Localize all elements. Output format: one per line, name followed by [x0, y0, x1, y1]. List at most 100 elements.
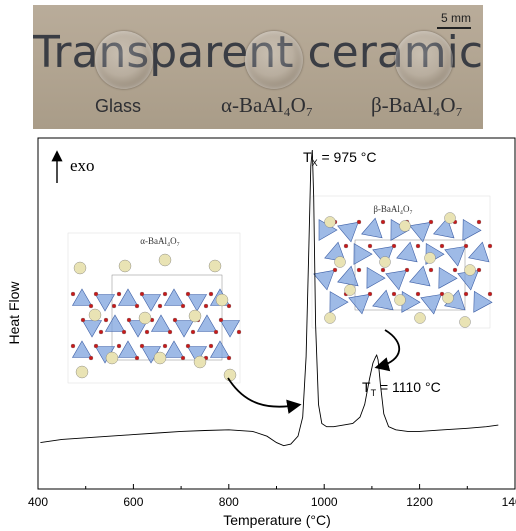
alpha-oxygen-atom: [93, 291, 99, 297]
beta-pointer-arrow-icon: [374, 329, 401, 372]
beta-barium-atom: [394, 294, 406, 306]
beta-structure-title: β-BaAl₄O₇: [373, 204, 412, 214]
alpha-oxygen-atom: [236, 329, 242, 335]
beta-polyhedron: [409, 222, 431, 243]
beta-oxygen-atom: [332, 267, 338, 273]
alpha-oxygen-atom: [139, 291, 145, 297]
beta-oxygen-atom: [380, 219, 386, 225]
exo-label: exo: [70, 156, 95, 175]
beta-polyhedron: [420, 294, 442, 315]
alpha-oxygen-atom: [162, 343, 168, 349]
beta-barium-atom: [399, 220, 411, 232]
alpha-polyhedron: [186, 346, 208, 364]
alpha-polyhedron: [186, 294, 208, 312]
alpha-polyhedron: [117, 288, 139, 306]
beta-polyhedron: [468, 241, 490, 263]
beta-barium-atom: [464, 264, 476, 276]
beta-oxygen-atom: [428, 267, 434, 273]
beta-polyhedron: [353, 243, 373, 265]
beta-polyhedron: [444, 246, 466, 267]
beta-polyhedron: [348, 294, 370, 315]
beta-oxygen-atom: [476, 267, 482, 273]
series-line-heat-flow: [40, 149, 499, 447]
x-axis: 400 600 800 1000 1200 1400: [28, 484, 516, 509]
alpha-barium-atom: [208, 259, 222, 273]
beta-polyhedron: [409, 265, 431, 287]
x-tick-label-800: 800: [219, 495, 239, 509]
alpha-oxygen-atom: [93, 343, 99, 349]
alpha-polyhedron: [81, 320, 103, 338]
alpha-oxygen-atom: [134, 303, 140, 309]
alpha-polyhedron: [94, 294, 116, 312]
beta-oxygen-atom: [356, 219, 362, 225]
alpha-unit-cell: [111, 274, 223, 361]
alpha-sample-disc: [245, 31, 303, 89]
beta-oxygen-atom: [476, 219, 482, 225]
beta-polyhedron: [385, 270, 407, 291]
sample-label-beta: β-BaAl₄O₇: [371, 93, 463, 117]
alpha-barium-atom: [105, 351, 119, 365]
alpha-oxygen-atom: [185, 291, 191, 297]
beta-oxygen-atom: [428, 219, 434, 225]
beta-polyhedron: [438, 266, 458, 289]
beta-barium-atom: [444, 212, 456, 224]
alpha-polyhedron: [71, 288, 93, 306]
x-tick-label-1000: 1000: [311, 495, 338, 509]
beta-oxygen-atom: [439, 243, 445, 249]
alpha-barium-atom: [73, 261, 87, 275]
beta-polyhedron: [329, 291, 349, 313]
beta-oxygen-atom: [367, 291, 373, 297]
alpha-oxygen-atom: [70, 291, 76, 297]
alpha-oxygen-atom: [167, 329, 173, 335]
alpha-polyhedron: [117, 340, 139, 358]
beta-oxygen-atom: [463, 243, 469, 249]
beta-oxygen-atom: [367, 243, 373, 249]
x-tick-label-1400: 1400: [502, 495, 516, 509]
alpha-polyhedron: [150, 314, 172, 332]
beta-oxygen-atom: [343, 243, 349, 249]
alpha-barium-atom: [75, 365, 89, 379]
alpha-structure-title: α-BaAl₄O₇: [140, 236, 180, 246]
alpha-polyhedron: [127, 320, 149, 338]
beta-polyhedron: [462, 218, 482, 241]
alpha-oxygen-atom: [98, 329, 104, 335]
alpha-oxygen-atom: [88, 355, 94, 361]
alpha-polyhedron: [209, 340, 231, 358]
alpha-oxygen-atom: [218, 317, 224, 323]
alpha-oxygen-atom: [172, 317, 178, 323]
beta-oxygen-atom: [487, 291, 493, 297]
beta-barium-atom: [334, 256, 346, 268]
alpha-polyhedron: [104, 314, 126, 332]
beta-polyhedron: [313, 269, 335, 291]
alpha-oxygen-atom: [180, 303, 186, 309]
beta-oxygen-atom: [463, 291, 469, 297]
beta-oxygen-atom: [452, 267, 458, 273]
alpha-oxygen-atom: [180, 355, 186, 361]
alpha-oxygen-atom: [80, 317, 86, 323]
alpha-barium-atom: [138, 311, 152, 325]
alpha-oxygen-atom: [208, 291, 214, 297]
alpha-oxygen-atom: [226, 355, 232, 361]
alpha-oxygen-atom: [185, 343, 191, 349]
beta-polyhedron: [473, 290, 493, 313]
beta-oxygen-atom: [380, 267, 386, 273]
beta-barium-atom: [379, 256, 391, 268]
alpha-polyhedron: [140, 294, 162, 312]
alpha-barium-atom: [193, 355, 207, 369]
alpha-pointer-arrow-icon: [227, 377, 302, 414]
alpha-oxygen-atom: [116, 291, 122, 297]
beta-oxygen-atom: [415, 291, 421, 297]
y-axis-title: Heat Flow: [6, 281, 22, 345]
alpha-polyhedron: [163, 340, 185, 358]
beta-polyhedron: [361, 217, 383, 239]
alpha-barium-atom: [118, 259, 132, 273]
beta-barium-atom: [414, 312, 426, 324]
beta-polyhedron: [372, 289, 394, 311]
alpha-oxygen-atom: [157, 303, 163, 309]
alpha-oxygen-atom: [121, 329, 127, 335]
tx-annotation: TX = 975 °C: [303, 149, 377, 168]
alpha-barium-atom: [215, 293, 229, 307]
alpha-barium-atom: [223, 368, 237, 382]
beta-oxygen-atom: [487, 243, 493, 249]
